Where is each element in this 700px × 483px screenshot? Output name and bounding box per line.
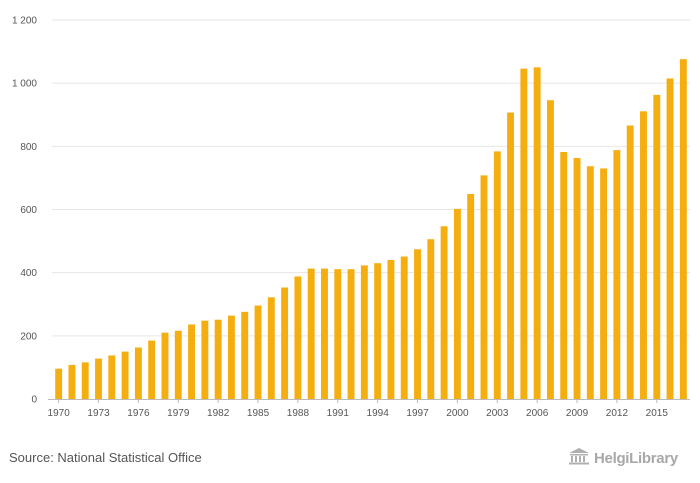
bar-1979 xyxy=(174,330,182,399)
x-tick-label: 1973 xyxy=(87,408,110,419)
bar-1978 xyxy=(161,332,169,399)
helgi-library-logo[interactable]: HelgiLibrary xyxy=(568,447,678,470)
bar-1972 xyxy=(81,362,89,399)
x-tick-label: 2006 xyxy=(526,408,549,419)
bar-1994 xyxy=(374,263,382,399)
bar-1983 xyxy=(227,315,235,399)
bar-1998 xyxy=(427,239,435,399)
bar-1989 xyxy=(307,268,315,399)
bar-1986 xyxy=(267,297,275,399)
bar-2006 xyxy=(533,67,541,399)
bar-1988 xyxy=(294,276,302,399)
bar-1973 xyxy=(95,358,102,399)
y-tick-label: 0 xyxy=(31,395,37,406)
bar-1985 xyxy=(254,305,262,399)
y-tick-label: 1 000 xyxy=(12,79,37,90)
bar-1984 xyxy=(241,311,249,399)
bar-2017 xyxy=(679,59,687,400)
logo-text: HelgiLibrary xyxy=(594,450,678,467)
bar-1991 xyxy=(334,269,342,399)
x-tick-label: 1991 xyxy=(327,408,350,419)
y-tick-label: 400 xyxy=(20,268,37,279)
bar-1987 xyxy=(281,287,289,399)
bar-1974 xyxy=(108,355,116,399)
x-tick-label: 1976 xyxy=(127,408,150,419)
bar-2016 xyxy=(666,78,674,399)
bar-1999 xyxy=(440,226,448,399)
bar-2012 xyxy=(613,150,621,399)
y-axis-ticks: 0 200 400 600 800 1 000 1 200 xyxy=(12,16,37,406)
x-tick-label: 1985 xyxy=(247,408,270,419)
bar-1971 xyxy=(68,364,76,399)
bar-2010 xyxy=(586,166,594,399)
bar-2000 xyxy=(453,208,461,399)
x-tick-label: 1979 xyxy=(167,408,190,419)
bar-chart: 0 200 400 600 800 1 000 1 200 1970 1973 1976 1979… xyxy=(12,16,690,419)
bar-2001 xyxy=(467,194,475,399)
bar-2003 xyxy=(493,151,501,399)
bar-1997 xyxy=(414,249,421,399)
bar-1982 xyxy=(214,319,222,399)
bars xyxy=(55,59,687,400)
y-tick-label: 800 xyxy=(20,142,37,153)
source-note: Source: National Statistical Office xyxy=(9,450,202,465)
bar-2015 xyxy=(653,94,661,399)
x-tick-label: 1994 xyxy=(367,408,390,419)
bar-2013 xyxy=(626,125,634,399)
x-tick-label: 2009 xyxy=(566,408,589,419)
bar-1975 xyxy=(121,351,129,399)
library-building-icon xyxy=(568,447,590,470)
x-tick-label: 2003 xyxy=(486,408,509,419)
bar-1992 xyxy=(347,269,355,399)
x-tick-label: 1970 xyxy=(48,408,71,419)
gridlines xyxy=(52,19,690,337)
bar-1976 xyxy=(134,347,142,399)
x-tick-label: 2015 xyxy=(646,408,669,419)
x-tick-label: 1988 xyxy=(287,408,310,419)
x-tick-label: 2000 xyxy=(446,408,469,419)
x-tick-label: 2012 xyxy=(606,408,629,419)
bar-2007 xyxy=(546,100,554,399)
x-tick-label: 1982 xyxy=(207,408,230,419)
bar-1977 xyxy=(148,340,156,399)
bar-2002 xyxy=(480,175,488,399)
y-tick-label: 1 200 xyxy=(12,16,37,27)
bar-1993 xyxy=(360,265,368,399)
bar-1990 xyxy=(321,268,328,399)
bar-2004 xyxy=(507,112,515,399)
bar-1995 xyxy=(387,260,395,399)
bar-2008 xyxy=(560,152,568,399)
bar-2011 xyxy=(600,168,608,399)
y-tick-label: 600 xyxy=(20,205,37,216)
bar-2005 xyxy=(520,68,528,399)
bar-2009 xyxy=(573,158,581,399)
x-tick-label: 1997 xyxy=(406,408,429,419)
y-tick-label: 200 xyxy=(20,331,37,342)
bar-1980 xyxy=(188,324,196,399)
bar-1996 xyxy=(400,256,408,399)
bar-1981 xyxy=(201,320,209,399)
bar-1970 xyxy=(55,368,63,399)
bar-2014 xyxy=(640,111,647,400)
x-axis-ticks: 1970 1973 1976 1979 1982 1985 1988 1991 1994 1997… xyxy=(48,399,669,419)
